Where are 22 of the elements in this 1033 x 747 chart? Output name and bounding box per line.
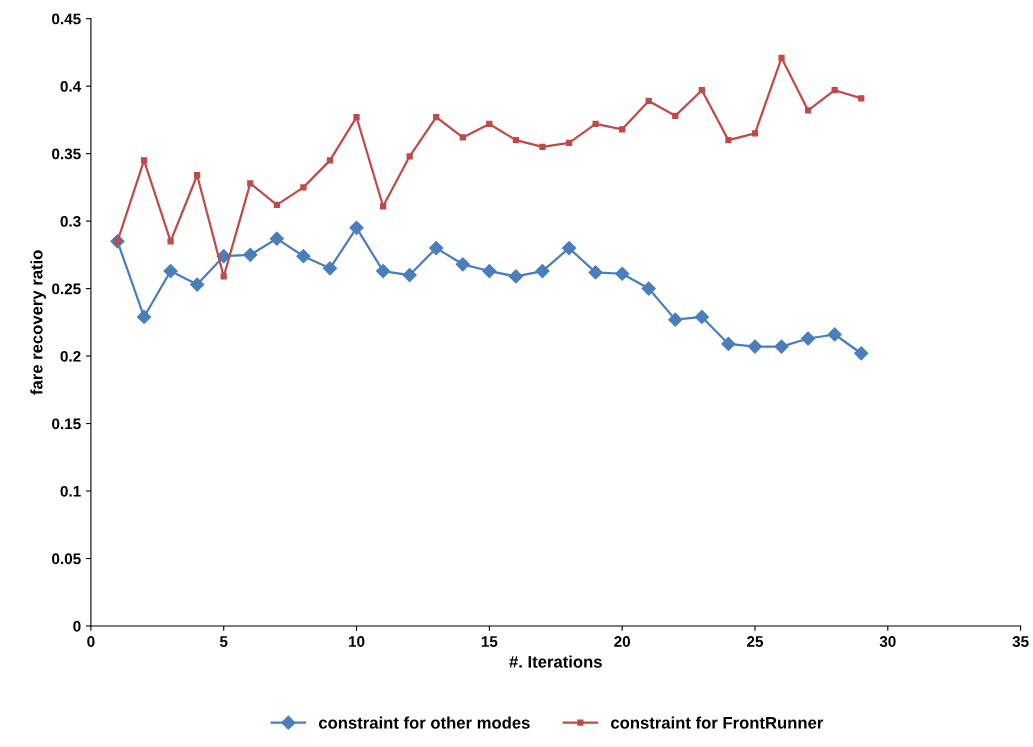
y-tick-label: 0.2 bbox=[60, 350, 81, 362]
x-tick-label: 10 bbox=[349, 636, 365, 647]
x-tick-label: 35 bbox=[1012, 636, 1029, 647]
y-tick-label: 0.15 bbox=[52, 418, 81, 430]
y-tick-label: 0.25 bbox=[52, 283, 81, 295]
x-tick-label: 0 bbox=[87, 636, 95, 647]
x-tick-label: 30 bbox=[879, 636, 896, 647]
x-axis-title: #. Iterations bbox=[509, 655, 602, 668]
y-tick-label: 0 bbox=[73, 620, 81, 632]
y-tick-label: 0.45 bbox=[52, 13, 81, 25]
x-tick-label: 20 bbox=[614, 636, 631, 647]
x-tick-label: 5 bbox=[219, 636, 228, 647]
y-tick-label: 0.3 bbox=[60, 215, 81, 227]
y-tick-label: 0.05 bbox=[52, 553, 81, 565]
y-tick-label: 0.35 bbox=[52, 148, 81, 160]
y-axis-title: fare recovery ratio bbox=[30, 250, 46, 395]
x-tick-label: 15 bbox=[481, 636, 498, 647]
y-tick-label: 0.4 bbox=[60, 81, 82, 92]
x-tick-label: 25 bbox=[747, 636, 764, 647]
y-tick-label: 0.1 bbox=[60, 485, 81, 497]
legend-label: constraint for other modes bbox=[318, 716, 530, 729]
legend-label: constraint for FrontRunner bbox=[611, 716, 824, 729]
